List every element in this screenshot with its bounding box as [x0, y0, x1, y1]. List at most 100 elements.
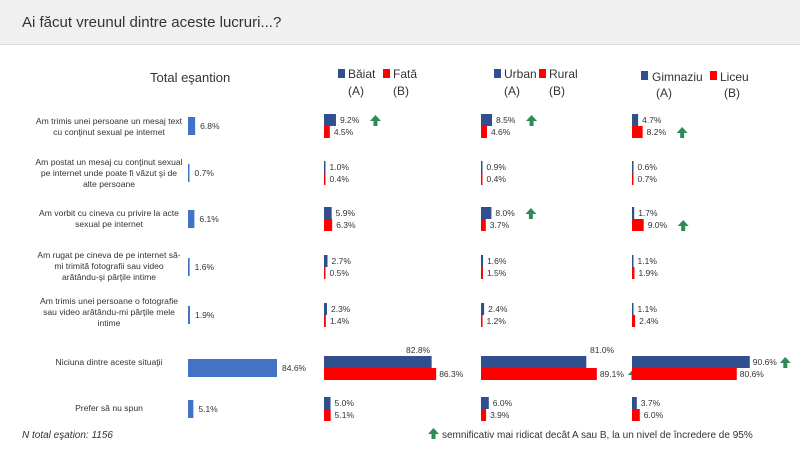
total-bar: [188, 258, 190, 276]
total-bar: [188, 359, 277, 377]
group-b-bar-label: 3.9%: [490, 410, 510, 420]
group-a-bar: [324, 356, 432, 368]
group-b-bar-label: 6.3%: [336, 220, 356, 230]
category-label: Am trimis unei persoane o fotografie sau…: [39, 296, 179, 328]
total-bar: [188, 164, 190, 182]
group-b-bar-label: 3.7%: [490, 220, 510, 230]
group-a-bar-label: 1.1%: [638, 304, 658, 314]
total-bar: [188, 306, 190, 324]
group-b-bar-label: 80.6%: [740, 369, 765, 379]
group-a-bar: [324, 207, 332, 219]
group-a-bar: [324, 114, 336, 126]
group-b-bar-label: 89.1%: [600, 369, 625, 379]
group-b-bar-label: 8.2%: [647, 127, 667, 137]
group-b-bar: [481, 173, 483, 185]
group-a-bar-label: 0.6%: [638, 162, 658, 172]
group-a-bar-label: 2.7%: [332, 256, 352, 266]
group-b-bar: [632, 126, 643, 138]
group-b-bar: [324, 173, 326, 185]
group-a-bar: [632, 207, 635, 219]
page-title: Ai făcut vreunul dintre aceste lucruri..…: [22, 14, 282, 31]
group-a-bar: [632, 303, 634, 315]
category-label: Niciuna dintre aceste situaţii: [55, 357, 163, 367]
category-label: Am rugat pe cineva de pe internet să-mi …: [37, 250, 181, 282]
legend-school-b-sub: (B): [724, 86, 740, 100]
group-a-bar: [632, 114, 639, 126]
legend-swatch-school-a: [641, 71, 648, 80]
group-a-bar: [481, 303, 485, 315]
group-b-bar-label: 4.5%: [334, 127, 354, 137]
legend-area-a: Urban: [504, 67, 537, 81]
category-label: Am vorbit cu cineva cu privire la acte s…: [39, 208, 179, 229]
legend-school-b: Liceu: [720, 70, 749, 84]
group-b-bar-label: 1.4%: [330, 316, 350, 326]
group-a-bar: [481, 356, 587, 368]
footnote-sample-size: N total eşation: 1156: [22, 430, 113, 441]
group-a-bar-label: 9.2%: [340, 115, 360, 125]
group-b-bar: [481, 126, 487, 138]
group-b-bar-label: 5.1%: [335, 410, 355, 420]
group-b-bar-label: 1.9%: [638, 268, 658, 278]
legend-swatch-gender-a: [338, 69, 345, 78]
group-b-bar: [481, 409, 487, 421]
group-a-bar-label: 1.7%: [638, 208, 658, 218]
group-a-bar: [481, 207, 492, 219]
significance-arrow-icon: [526, 115, 538, 126]
group-b-bar-label: 1.5%: [487, 268, 507, 278]
total-bar-label: 6.1%: [199, 214, 219, 224]
group-a-bar-label: 8.0%: [495, 208, 515, 218]
group-b-bar-label: 0.4%: [330, 174, 350, 184]
significance-arrow-icon: [676, 127, 688, 138]
group-b-bar-label: 0.5%: [330, 268, 350, 278]
total-bar: [188, 400, 194, 418]
significance-arrow-icon: [525, 208, 537, 219]
group-a-bar: [324, 161, 326, 173]
significance-arrow-icon: [369, 115, 381, 126]
group-a-bar: [481, 255, 484, 267]
group-b-bar-label: 9.0%: [648, 220, 668, 230]
total-bar-label: 0.7%: [195, 168, 215, 178]
group-b-bar: [324, 219, 333, 231]
group-b-bar-label: 0.4%: [487, 174, 507, 184]
total-bar: [188, 117, 196, 135]
group-a-bar-label: 4.7%: [642, 115, 662, 125]
group-a-bar: [632, 356, 750, 368]
group-a-bar-label: 2.4%: [488, 304, 508, 314]
group-b-bar: [632, 267, 635, 279]
group-b-bar-label: 86.3%: [439, 369, 464, 379]
group-b-bar-label: 6.0%: [644, 410, 664, 420]
group-a-bar: [632, 255, 634, 267]
legend-school-a: Gimnaziu: [652, 70, 703, 84]
total-bar-label: 6.8%: [200, 121, 220, 131]
group-b-bar: [632, 368, 737, 380]
group-a-bar: [324, 255, 328, 267]
legend-school-a-sub: (A): [656, 86, 672, 100]
group-a-bar-label: 2.3%: [331, 304, 351, 314]
legend-area-b: Rural: [549, 67, 578, 81]
group-b-bar: [632, 219, 644, 231]
group-b-bar: [481, 219, 486, 231]
legend-gender-a-sub: (A): [348, 84, 364, 98]
group-a-bar-label: 81.0%: [590, 345, 615, 355]
footnote-significance: semnificativ mai ridicat decât A sau B, …: [442, 430, 753, 441]
group-a-bar-label: 5.9%: [336, 208, 356, 218]
group-b-bar: [324, 126, 330, 138]
category-label: Am trimis unei persoane un mesaj text cu…: [35, 116, 183, 137]
total-bar-label: 1.6%: [195, 262, 215, 272]
total-bar-label: 1.9%: [195, 310, 215, 320]
group-a-bar: [324, 303, 327, 315]
group-b-bar: [481, 267, 483, 279]
legend-swatch-school-b: [710, 71, 717, 80]
total-bar-label: 84.6%: [282, 363, 307, 373]
legend-swatch-area-a: [494, 69, 501, 78]
group-b-bar: [324, 315, 326, 327]
group-a-bar-label: 8.5%: [496, 115, 516, 125]
group-a-bar-label: 1.1%: [638, 256, 658, 266]
legend-gender-a: Băiat: [348, 67, 376, 81]
group-a-bar-label: 90.6%: [753, 357, 778, 367]
group-b-bar-label: 0.7%: [638, 174, 658, 184]
legend-gender-b: Fată: [393, 67, 418, 81]
group-b-bar: [324, 368, 437, 380]
group-b-bar-label: 2.4%: [639, 316, 659, 326]
